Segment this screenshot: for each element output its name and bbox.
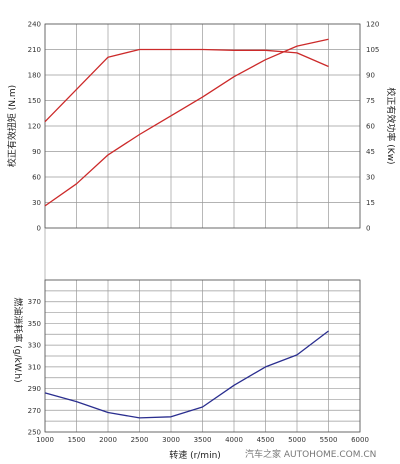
tick-label: 150 <box>28 97 41 105</box>
tick-label: 75 <box>366 97 375 105</box>
tick-label: 45 <box>366 148 375 156</box>
tick-label: 30 <box>366 174 375 182</box>
tick-label: 60 <box>32 174 41 182</box>
tick-label: 3000 <box>162 436 180 444</box>
tick-label: 5000 <box>288 436 306 444</box>
tick-label: 60 <box>366 123 375 131</box>
power-axis-ticks: 0 15 30 45 60 75 90 105 120 <box>366 21 379 233</box>
tick-label: 5500 <box>320 436 338 444</box>
tick-label: 90 <box>366 72 375 80</box>
power-axis-label: 校正有效功率 (Kw) <box>385 87 397 164</box>
bottom-plot-grid <box>44 279 361 433</box>
tick-label: 240 <box>28 21 41 29</box>
tick-label: 350 <box>28 320 41 328</box>
tick-label: 30 <box>32 199 41 207</box>
tick-label: 210 <box>28 46 41 54</box>
tick-label: 0 <box>37 225 41 233</box>
tick-label: 2000 <box>99 436 117 444</box>
tick-label: 1000 <box>36 436 54 444</box>
x-axis-ticks: 1000 1500 2000 2500 3000 3500 4000 4500 5000 5500… <box>36 436 369 444</box>
tick-label: 370 <box>28 298 41 306</box>
tick-label: 4500 <box>257 436 275 444</box>
tick-label: 120 <box>366 21 379 29</box>
tick-label: 15 <box>366 199 375 207</box>
tick-label: 105 <box>366 46 379 54</box>
bottom-plot-frame <box>44 279 361 433</box>
tick-label: 180 <box>28 72 41 80</box>
watermark-text: 汽车之家 AUTOHOME.COM.CN <box>245 448 376 460</box>
tick-label: 120 <box>28 123 41 131</box>
tick-label: 330 <box>28 342 41 350</box>
tick-label: 2500 <box>131 436 149 444</box>
torque-series-line <box>44 48 329 123</box>
bsfc-axis-label: 燃油消耗率 (g/kW.h) <box>12 297 24 382</box>
bsfc-series-line <box>44 330 329 419</box>
tick-label: 250 <box>28 429 41 437</box>
power-series-line <box>44 38 329 207</box>
tick-label: 3500 <box>194 436 212 444</box>
top-plot-grid <box>44 23 361 280</box>
tick-label: 4000 <box>225 436 243 444</box>
tick-label: 6000 <box>351 436 369 444</box>
tick-label: 90 <box>32 148 41 156</box>
tick-label: 270 <box>28 407 41 415</box>
tick-label: 1500 <box>68 436 86 444</box>
torque-axis-ticks: 0 30 60 90 120 150 180 210 240 <box>28 21 41 233</box>
tick-label: 0 <box>366 225 370 233</box>
tick-label: 310 <box>28 363 41 371</box>
tick-label: 290 <box>28 385 41 393</box>
x-axis-label: 转速 (r/min) <box>169 449 221 461</box>
series-layer <box>44 38 329 419</box>
bsfc-axis-ticks: 250 270 290 310 330 350 370 <box>28 298 41 436</box>
top-plot-frame <box>44 23 361 229</box>
torque-axis-label: 校正有效扭矩 (N.m) <box>6 85 18 167</box>
